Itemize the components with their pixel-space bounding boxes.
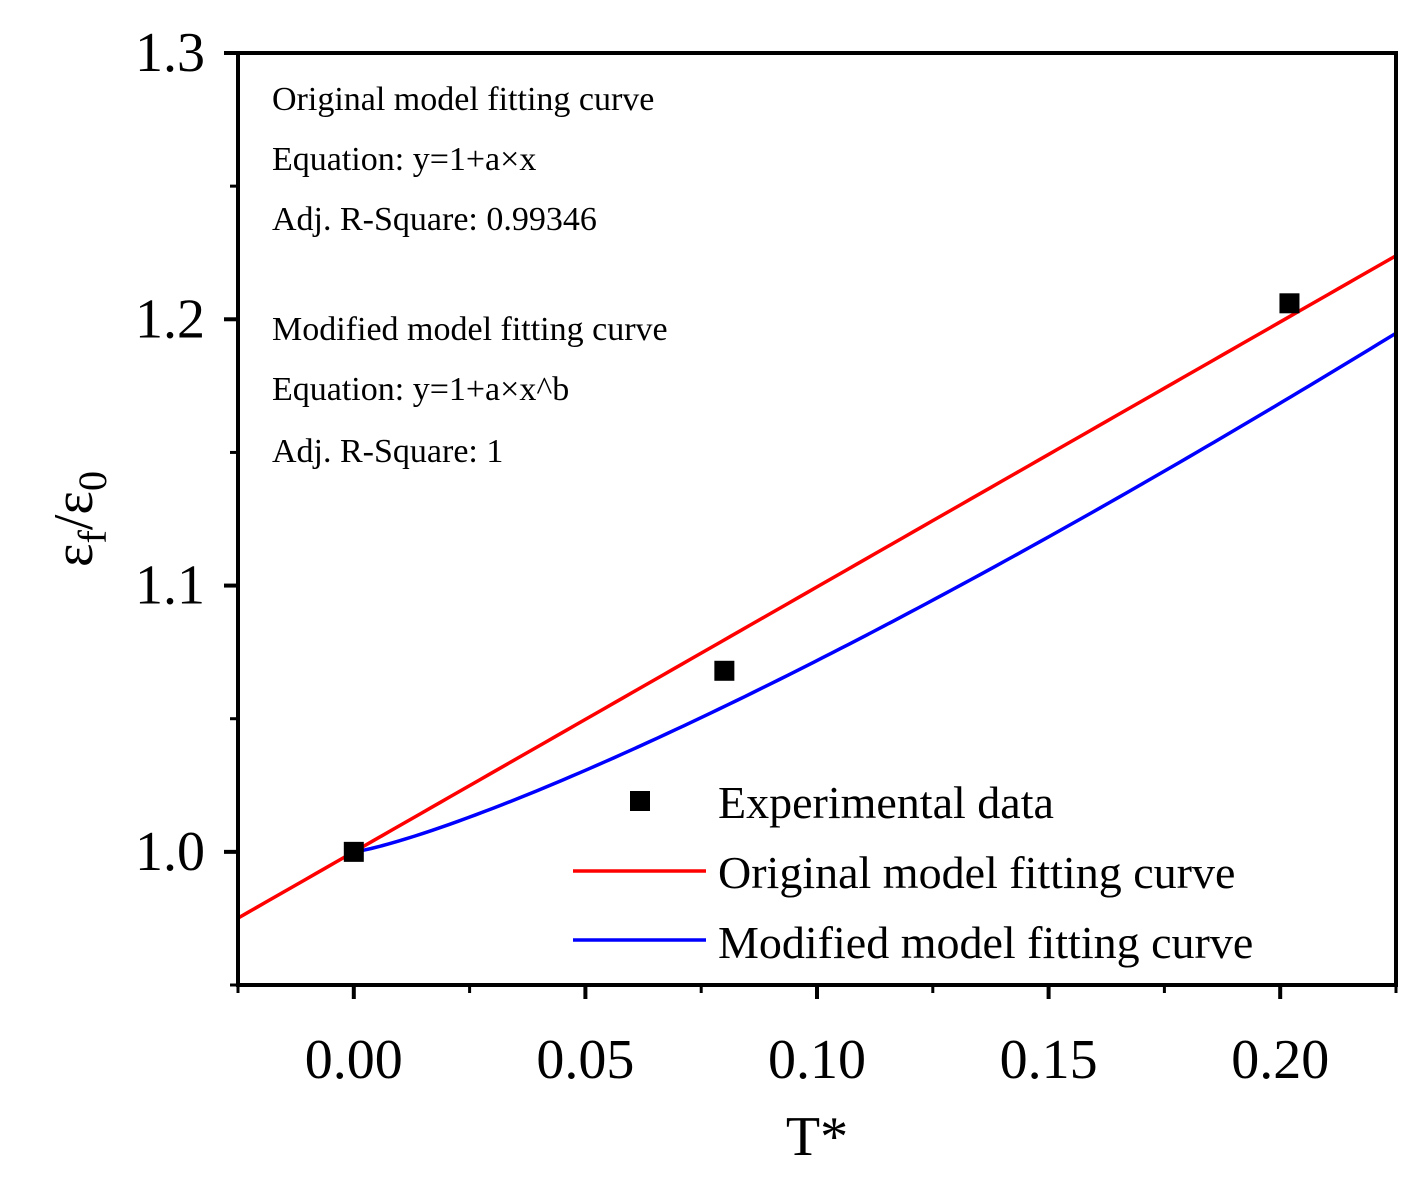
data-point bbox=[714, 660, 735, 681]
annotation-modified-equation: Equation: y=1+a×x^b bbox=[272, 371, 569, 408]
annotation-block: Original model fitting curve Equation: y… bbox=[272, 81, 668, 470]
y-axis-title-subscript-f: f bbox=[70, 529, 115, 543]
legend-label-original: Original model fitting curve bbox=[718, 847, 1235, 898]
annotation-original-equation: Equation: y=1+a×x bbox=[272, 141, 536, 178]
legend-marker-experimental bbox=[630, 791, 650, 811]
y-tick-label: 1.2 bbox=[135, 288, 205, 350]
y-axis-title: εf/ε0 bbox=[43, 471, 115, 567]
y-axis-title-epsilon-0: ε bbox=[43, 491, 105, 515]
y-tick-label: 1.3 bbox=[135, 22, 205, 84]
x-tick-label: 0.05 bbox=[536, 1029, 634, 1091]
data-point bbox=[343, 841, 364, 862]
annotation-modified-r2: Adj. R-Square: 1 bbox=[272, 433, 503, 470]
data-point bbox=[1279, 293, 1300, 314]
y-axis: 1.0 1.1 1.2 1.3 bbox=[135, 22, 238, 987]
y-tick-label: 1.1 bbox=[135, 555, 205, 617]
plot-frame bbox=[236, 51, 1398, 987]
modified-model-curve bbox=[353, 331, 1396, 854]
x-axis: 0.00 0.05 0.10 0.15 0.20 bbox=[236, 985, 1398, 1091]
experimental-points bbox=[343, 293, 1300, 862]
y-axis-title-epsilon-f: ε bbox=[43, 543, 105, 567]
x-tick-label: 0.00 bbox=[305, 1029, 403, 1091]
annotation-original-r2: Adj. R-Square: 0.99346 bbox=[272, 201, 597, 238]
x-tick-label: 0.20 bbox=[1231, 1029, 1329, 1091]
x-axis-title: T* bbox=[786, 1106, 848, 1168]
legend: Experimental data Original model fitting… bbox=[573, 777, 1253, 968]
annotation-original-title: Original model fitting curve bbox=[272, 81, 654, 118]
y-tick-label: 1.0 bbox=[135, 821, 205, 883]
original-model-curve bbox=[238, 254, 1396, 920]
legend-label-experimental: Experimental data bbox=[718, 777, 1054, 828]
y-axis-title-subscript-0: 0 bbox=[70, 471, 115, 491]
annotation-modified-title: Modified model fitting curve bbox=[272, 311, 668, 348]
fit-curves bbox=[238, 254, 1396, 920]
x-tick-label: 0.15 bbox=[1000, 1029, 1098, 1091]
legend-label-modified: Modified model fitting curve bbox=[718, 917, 1253, 968]
x-tick-label: 0.10 bbox=[768, 1029, 866, 1091]
y-axis-title-slash: / bbox=[43, 514, 105, 530]
